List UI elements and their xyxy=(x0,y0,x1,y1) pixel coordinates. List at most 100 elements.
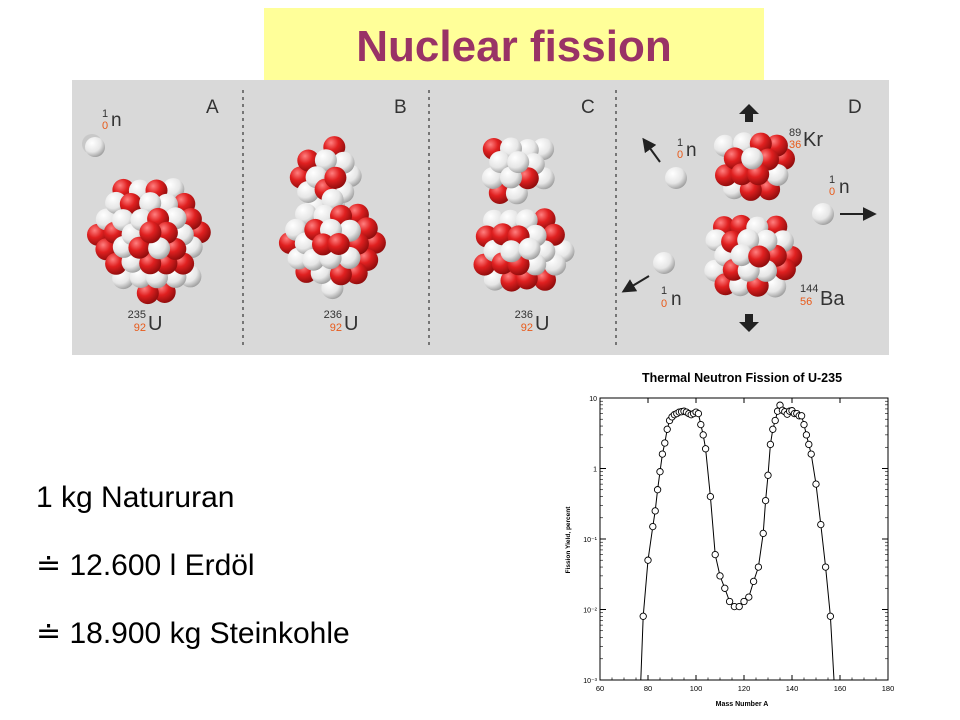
panel-letter-c: C xyxy=(581,97,595,118)
page-title: Nuclear fission xyxy=(356,22,672,71)
svg-text:0: 0 xyxy=(661,298,667,310)
x-tick-label: 140 xyxy=(786,684,799,693)
svg-text:1: 1 xyxy=(102,108,108,120)
data-point xyxy=(721,584,729,592)
svg-text:0: 0 xyxy=(677,149,683,161)
krypton-nucleon xyxy=(730,163,753,186)
fission-diagram: A B C D 1 0 n 235 92 U 236 92 U 236 92 U… xyxy=(72,80,889,355)
y-tick-label: 10⁻³ xyxy=(583,678,597,685)
svg-text:1: 1 xyxy=(829,174,835,186)
data-point xyxy=(663,425,671,433)
label-u235: 235 92 U xyxy=(128,309,163,335)
svg-text:236: 236 xyxy=(324,309,342,321)
u235-nucleon xyxy=(164,237,187,260)
nucleus-barium xyxy=(704,214,803,298)
svg-text:Kr: Kr xyxy=(803,129,823,151)
title-box: Nuclear fission xyxy=(264,8,764,80)
data-point xyxy=(805,440,813,449)
svg-text:Ba: Ba xyxy=(820,288,845,310)
svg-text:144: 144 xyxy=(800,283,818,295)
svg-text:92: 92 xyxy=(134,322,146,334)
data-point xyxy=(706,492,715,501)
data-point xyxy=(759,529,767,538)
panel-letter-a: A xyxy=(206,97,219,118)
nucleus-krypton xyxy=(713,132,795,201)
fact-oil-equivalent: ≐ 12.600 l Erdöl xyxy=(36,549,255,582)
x-tick-label: 160 xyxy=(834,684,847,693)
u236-b-nucleon xyxy=(327,233,350,255)
data-point xyxy=(802,431,811,439)
chart-x-label: Mass Number A xyxy=(716,701,769,708)
data-point xyxy=(694,409,703,418)
data-point xyxy=(735,602,743,611)
svg-text:1: 1 xyxy=(661,285,667,297)
x-tick-label: 180 xyxy=(882,684,895,693)
u236-c-nucleon xyxy=(500,240,523,263)
data-point xyxy=(653,486,662,494)
u236-b-nucleon xyxy=(314,149,337,172)
svg-text:1: 1 xyxy=(677,137,683,149)
data-point xyxy=(812,480,820,488)
data-point xyxy=(817,520,825,529)
u236-b-nucleon xyxy=(324,166,347,189)
data-point xyxy=(725,597,734,606)
y-tick-label: 1 xyxy=(593,467,597,474)
chart-y-label: Fission Yield, percent xyxy=(565,506,572,574)
u236-b-nucleon xyxy=(329,263,352,286)
u236-b-nucleon xyxy=(312,233,334,256)
x-tick-label: 80 xyxy=(644,684,652,693)
arrow-neutron-1 xyxy=(642,137,661,163)
emitted-neutron-1 xyxy=(665,167,687,189)
u235-nucleon xyxy=(139,221,162,244)
label-neutron-a: 1 0 n xyxy=(102,108,122,132)
data-point xyxy=(797,412,806,420)
svg-text:89: 89 xyxy=(789,127,801,139)
panel-letter-d: D xyxy=(848,97,862,118)
label-neutron-d1: 1 0 n xyxy=(677,137,697,161)
data-point xyxy=(661,439,669,447)
svg-text:n: n xyxy=(839,177,850,198)
data-point xyxy=(658,450,667,458)
data-point xyxy=(764,471,772,479)
panel-letter-b: B xyxy=(394,97,407,118)
svg-text:36: 36 xyxy=(789,139,801,151)
u236-c-nucleon xyxy=(542,223,565,246)
fact-natural-uranium: 1 kg Natururan xyxy=(36,481,235,514)
emitted-neutron-3 xyxy=(653,252,675,274)
arrow-down-barium xyxy=(739,314,759,332)
u235-nucleon xyxy=(105,252,128,275)
chart-title: Thermal Neutron Fission of U-235 xyxy=(642,371,842,385)
label-u236-c: 236 92 U xyxy=(515,309,550,335)
barium-nucleon xyxy=(748,245,771,268)
u236-c-nucleon xyxy=(507,151,530,174)
data-point xyxy=(826,612,835,620)
data-point xyxy=(711,550,719,559)
y-tick-label: 10⁻¹ xyxy=(583,537,597,544)
svg-text:235: 235 xyxy=(128,309,146,321)
svg-text:0: 0 xyxy=(102,120,108,132)
svg-text:n: n xyxy=(686,140,697,161)
data-point xyxy=(766,440,775,449)
fission-yield-chart: Thermal Neutron Fission of U-235 Mass Nu… xyxy=(565,371,895,708)
svg-text:U: U xyxy=(148,313,162,335)
svg-text:0: 0 xyxy=(829,186,835,198)
data-point xyxy=(769,425,777,433)
krypton-nucleon xyxy=(715,164,737,187)
x-tick-label: 100 xyxy=(690,684,703,693)
data-point xyxy=(749,577,758,586)
data-point xyxy=(821,563,830,571)
data-point xyxy=(771,416,779,425)
y-tick-label: 10⁻² xyxy=(583,608,597,615)
u236-c-nucleon xyxy=(489,151,512,173)
krypton-nucleon xyxy=(741,147,764,170)
data-point xyxy=(656,468,664,476)
data-point xyxy=(651,507,659,515)
svg-text:92: 92 xyxy=(330,322,342,334)
x-tick-label: 120 xyxy=(738,684,751,693)
fact-coal-equivalent: ≐ 18.900 kg Steinkohle xyxy=(36,617,350,650)
label-neutron-d2: 1 0 n xyxy=(829,174,850,198)
u236-c-nucleon xyxy=(518,237,541,260)
svg-text:236: 236 xyxy=(515,309,533,321)
u236-c-nucleon xyxy=(516,167,539,190)
data-point xyxy=(754,563,763,571)
